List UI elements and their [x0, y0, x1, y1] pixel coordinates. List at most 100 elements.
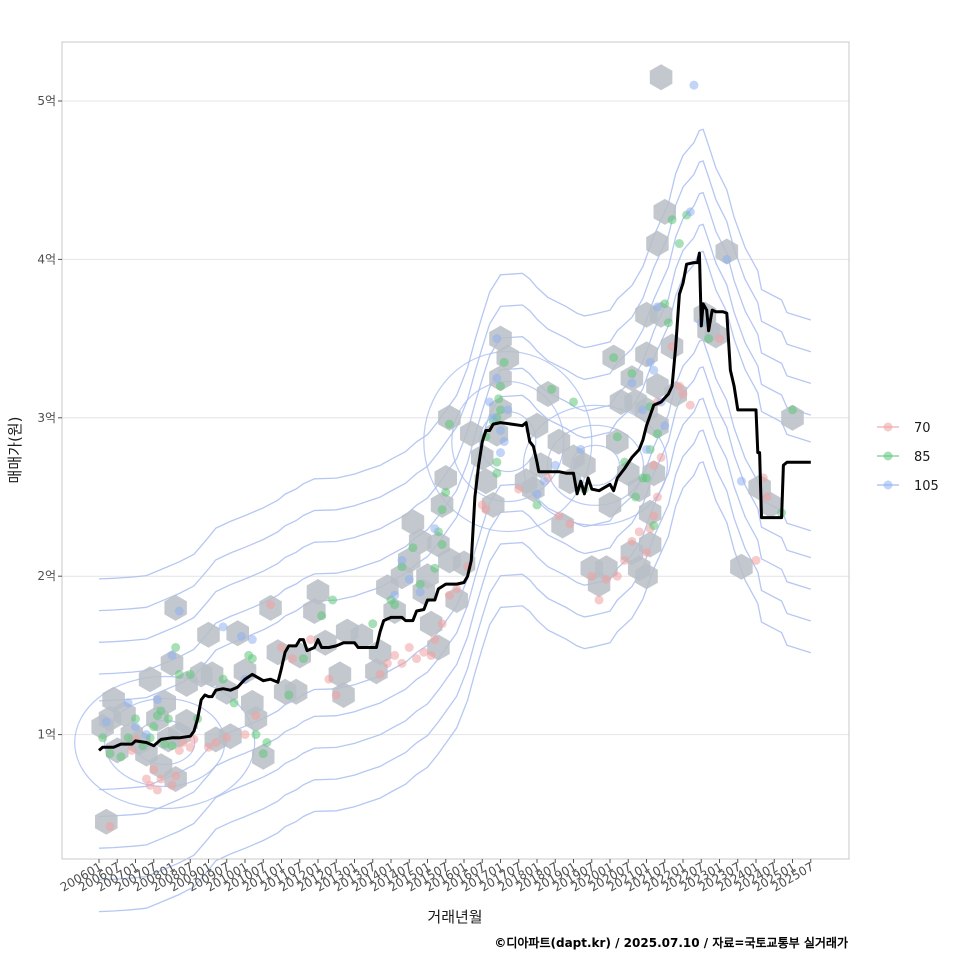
hexbin-cell: [635, 563, 658, 590]
data-point: [211, 738, 221, 748]
data-point: [499, 357, 509, 367]
data-point: [390, 600, 400, 610]
data-point: [678, 389, 688, 399]
data-point: [503, 405, 513, 415]
data-point: [660, 299, 670, 309]
hexbin-cell: [430, 491, 454, 518]
data-point: [262, 738, 272, 748]
data-point: [240, 730, 250, 740]
data-point: [685, 400, 695, 410]
data-point: [645, 357, 655, 367]
data-point: [576, 444, 586, 454]
data-point: [649, 521, 659, 531]
data-point: [485, 397, 495, 407]
data-point: [492, 373, 502, 383]
data-point: [554, 511, 564, 521]
hexbin-cell: [438, 404, 461, 431]
data-point: [251, 730, 261, 740]
data-point: [131, 714, 140, 724]
hexbin-cell: [197, 621, 220, 648]
data-point: [131, 722, 140, 732]
data-point: [492, 457, 502, 467]
data-point: [368, 619, 378, 629]
hexbin-cell: [646, 230, 669, 257]
y-tick-label: 5억: [37, 94, 56, 108]
hexbin-cell: [606, 428, 629, 455]
data-point: [306, 635, 316, 645]
x-axis: 2006012006072007012007072008012008072009…: [58, 859, 816, 895]
data-point: [397, 562, 407, 572]
data-point: [441, 487, 451, 497]
hexbin-cell: [471, 444, 494, 471]
data-point: [649, 460, 659, 470]
data-point: [98, 733, 108, 743]
density-contour: [98, 461, 811, 913]
hexbin-cell: [419, 610, 443, 637]
data-point: [437, 619, 447, 629]
hexbin-cell: [200, 661, 224, 688]
data-point: [105, 821, 115, 831]
hexbin-cell: [401, 509, 425, 536]
hexbin-cell: [595, 555, 618, 582]
data-point: [496, 448, 505, 458]
data-point: [649, 511, 659, 521]
data-point: [496, 405, 505, 415]
data-point: [620, 555, 630, 565]
data-point: [587, 571, 597, 581]
hexbin-cell: [434, 465, 457, 491]
data-point: [152, 695, 162, 705]
data-point: [565, 519, 575, 529]
data-point: [412, 654, 422, 664]
hexbin-cell: [781, 404, 804, 431]
data-point: [375, 669, 385, 679]
data-point: [627, 368, 637, 378]
trend-line: [98, 251, 811, 752]
legend-label: 85: [914, 450, 931, 465]
legend: 70 85 105: [877, 421, 939, 494]
density-contour: [98, 397, 811, 849]
data-point: [532, 489, 542, 499]
data-point: [594, 595, 604, 605]
data-point: [430, 635, 440, 645]
data-point: [127, 745, 137, 755]
data-point: [390, 590, 400, 600]
data-point: [101, 717, 111, 727]
hexbin-cell: [233, 658, 257, 685]
density-contour: [98, 160, 811, 612]
source-caption: ©디아파트(dapt.kr) / 2025.07.10 / 자료=국토교통부 실…: [494, 935, 848, 950]
data-point: [642, 473, 651, 483]
hexbin-cell: [715, 238, 739, 265]
data-point: [751, 555, 761, 565]
data-point: [163, 714, 173, 724]
hexbin-cell: [160, 650, 184, 677]
data-point: [532, 500, 542, 510]
data-point: [284, 690, 294, 700]
data-point: [152, 785, 162, 795]
density-contour: [98, 223, 811, 675]
density-contour: [98, 191, 811, 643]
data-point: [419, 647, 429, 657]
data-point: [430, 524, 440, 534]
legend-key-point: [883, 422, 893, 432]
data-point: [266, 600, 276, 610]
data-point: [331, 690, 341, 700]
trend-line-layer: [98, 251, 811, 752]
hexbin-cell: [113, 701, 136, 727]
data-point: [704, 334, 714, 344]
hexbin-cell: [573, 452, 596, 479]
data-point: [229, 698, 239, 708]
data-point: [149, 764, 159, 774]
data-point: [415, 579, 425, 589]
data-point: [652, 429, 662, 439]
data-point: [397, 555, 407, 565]
data-point: [612, 432, 622, 442]
data-point: [722, 254, 732, 264]
data-point: [189, 734, 199, 744]
data-point: [116, 752, 126, 762]
data-point: [105, 749, 115, 759]
hexbin-cell: [138, 666, 162, 693]
data-point: [492, 468, 502, 478]
density-contour: [98, 366, 811, 818]
data-point: [539, 476, 549, 486]
data-point: [612, 571, 622, 581]
